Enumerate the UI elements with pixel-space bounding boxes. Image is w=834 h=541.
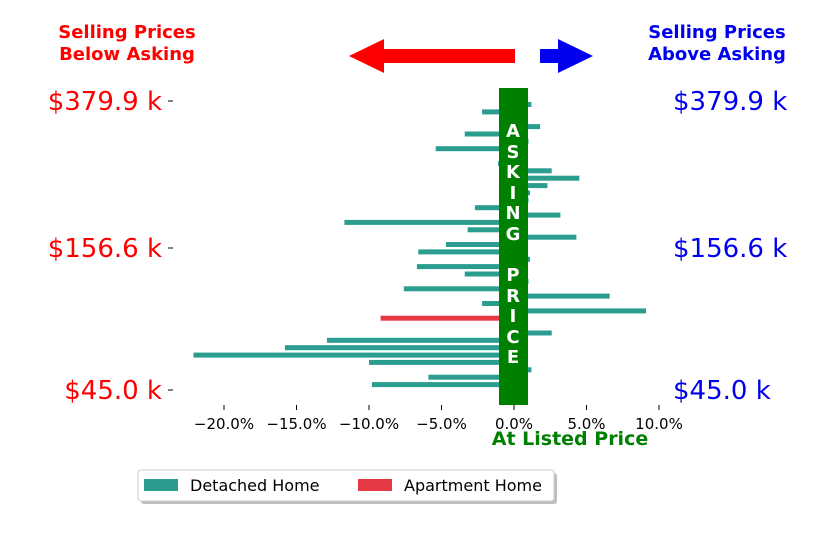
x-tick-label: 10.0% — [635, 415, 683, 433]
price-label-left: $379.9 k — [48, 87, 162, 117]
bar-detached — [193, 352, 514, 358]
bars-group — [193, 102, 646, 388]
bar-detached — [482, 109, 514, 115]
asking-band-letter: K — [506, 162, 521, 183]
bar-detached — [514, 293, 610, 299]
right-arrow-icon — [540, 39, 593, 73]
bar-detached — [514, 330, 552, 336]
bar-detached — [514, 212, 561, 218]
bar-detached — [416, 264, 514, 270]
legend-swatch-detached — [144, 479, 178, 491]
bar-detached — [514, 168, 552, 174]
asking-band-letter: C — [506, 327, 519, 348]
x-axis-label: At Listed Price — [492, 428, 648, 450]
asking-band-letter: G — [506, 224, 521, 245]
bar-detached — [435, 146, 514, 152]
price-labels: $379.9 k $156.6 k $45.0 k $379.9 k $156.6 k $… — [48, 87, 788, 406]
bar-detached — [445, 242, 514, 247]
below-asking-label-line1: Selling Prices — [58, 22, 195, 43]
asking-band-letter: P — [506, 265, 519, 286]
bar-detached — [464, 131, 514, 137]
asking-band-letter: R — [506, 286, 520, 307]
bar-detached — [514, 175, 580, 181]
x-tick-label: −5.0% — [416, 415, 467, 433]
bar-detached — [403, 286, 514, 292]
bar-detached — [467, 227, 514, 233]
bar-detached — [326, 337, 514, 343]
x-tick-label: 0.0% — [495, 415, 533, 433]
above-asking-label-line1: Selling Prices — [648, 22, 785, 43]
bar-detached — [369, 359, 514, 365]
asking-band-letter: E — [507, 347, 519, 368]
asking-band-letter: I — [510, 183, 517, 204]
x-tick-label: −20.0% — [194, 415, 254, 433]
bar-detached — [482, 301, 514, 306]
asking-band-letter: N — [505, 203, 520, 224]
x-axis: −20.0% −15.0% −10.0% −5.0% 0.0% 5.0% 10.0% — [194, 405, 683, 433]
x-tick-label: −15.0% — [266, 415, 326, 433]
asking-band-letter: S — [507, 142, 520, 163]
above-asking-label-line2: Above Asking — [648, 44, 786, 65]
bar-detached — [474, 205, 514, 211]
legend: Detached Home Apartment Home — [137, 469, 557, 504]
price-label-right: $379.9 k — [673, 87, 787, 117]
bar-detached — [284, 345, 514, 351]
bar-detached — [418, 249, 514, 255]
bar-apartment — [380, 315, 514, 321]
legend-swatch-apartment — [358, 479, 392, 491]
bar-detached — [428, 374, 514, 380]
bar-detached — [514, 183, 548, 189]
price-label-left: $45.0 k — [64, 376, 162, 406]
legend-label-detached: Detached Home — [190, 476, 320, 495]
bar-detached — [514, 234, 577, 240]
bar-detached — [464, 271, 514, 277]
bar-detached — [514, 308, 646, 314]
left-arrow-icon — [349, 39, 515, 73]
x-tick-label: −10.0% — [339, 415, 399, 433]
bar-detached — [371, 382, 514, 388]
price-label-right: $45.0 k — [673, 376, 771, 406]
bar-detached — [344, 219, 514, 225]
legend-label-apartment: Apartment Home — [404, 476, 542, 495]
price-label-right: $156.6 k — [673, 234, 787, 264]
asking-price-band — [499, 88, 528, 405]
asking-band-letter: I — [510, 306, 517, 327]
asking-band-letter: A — [506, 121, 520, 142]
below-asking-label-line2: Below Asking — [59, 44, 195, 65]
price-label-left: $156.6 k — [48, 234, 162, 264]
x-tick-label: 5.0% — [567, 415, 605, 433]
